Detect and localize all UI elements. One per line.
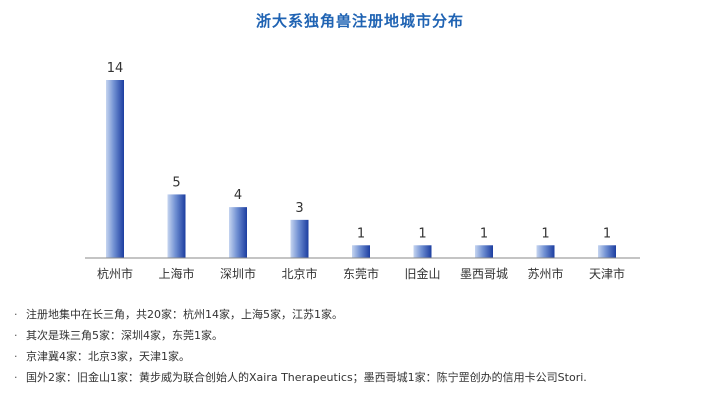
bar-0 bbox=[106, 80, 124, 258]
note-item: · 其次是珠三角5家：深圳4家，东莞1家。 bbox=[14, 325, 714, 346]
data-label-6: 1 bbox=[480, 226, 488, 241]
bar-8 bbox=[598, 245, 616, 258]
bullet-dot: · bbox=[14, 371, 18, 384]
note-text: 注册地集中在长三角，共20家：杭州14家，上海5家，江苏1家。 bbox=[26, 308, 343, 321]
note-item: · 京津冀4家：北京3家，天津1家。 bbox=[14, 346, 714, 367]
data-label-4: 1 bbox=[357, 226, 365, 241]
data-label-2: 4 bbox=[234, 188, 242, 203]
bar-4 bbox=[352, 245, 370, 258]
data-label-1: 5 bbox=[172, 175, 180, 190]
x-tick-label-3: 北京市 bbox=[281, 266, 317, 281]
x-tick-label-4: 东莞市 bbox=[343, 266, 379, 281]
x-tick-label-6: 墨西哥城 bbox=[460, 267, 508, 281]
bullet-dot: · bbox=[14, 308, 18, 321]
note-text: 国外2家：旧金山1家：黄步威为联合创始人的Xaira Therapeutics；… bbox=[26, 371, 587, 384]
bullet-dot: · bbox=[14, 350, 18, 363]
x-tick-label-0: 杭州市 bbox=[97, 266, 133, 281]
bar-7 bbox=[536, 245, 555, 258]
data-label-7: 1 bbox=[541, 226, 549, 241]
note-text: 其次是珠三角5家：深圳4家，东莞1家。 bbox=[26, 329, 223, 342]
data-label-3: 3 bbox=[295, 201, 303, 216]
x-tick-label-1: 上海市 bbox=[158, 266, 194, 281]
data-label-5: 1 bbox=[418, 226, 426, 241]
bars-group: 14 5 4 3 1 1 1 1 1 bbox=[106, 61, 616, 258]
note-item: · 注册地集中在长三角，共20家：杭州14家，上海5家，江苏1家。 bbox=[14, 304, 714, 325]
x-tick-label-2: 深圳市 bbox=[220, 266, 256, 281]
chart-title: 浙大系独角兽注册地城市分布 bbox=[255, 12, 464, 30]
x-tick-label-8: 天津市 bbox=[589, 266, 625, 281]
data-label-0: 14 bbox=[107, 61, 124, 76]
bar-chart: 14 5 4 3 1 1 1 1 1 杭州市 上海市 深圳市 北京市 东莞市 旧金山 墨西哥城 苏州市 天津市 bbox=[85, 61, 640, 281]
bar-6 bbox=[475, 245, 493, 258]
bullet-dot: · bbox=[14, 329, 18, 342]
bar-3 bbox=[290, 219, 309, 258]
bar-2 bbox=[229, 207, 247, 258]
bar-5 bbox=[413, 245, 432, 258]
x-tick-label-5: 旧金山 bbox=[404, 266, 440, 281]
note-text: 京津冀4家：北京3家，天津1家。 bbox=[26, 350, 190, 363]
data-label-8: 1 bbox=[603, 226, 611, 241]
notes-list: · 注册地集中在长三角，共20家：杭州14家，上海5家，江苏1家。 · 其次是珠三角… bbox=[14, 304, 714, 388]
x-tick-label-7: 苏州市 bbox=[527, 266, 563, 281]
note-item: · 国外2家：旧金山1家：黄步威为联合创始人的Xaira Therapeutics… bbox=[14, 367, 714, 388]
x-tick-group: 杭州市 上海市 深圳市 北京市 东莞市 旧金山 墨西哥城 苏州市 天津市 bbox=[97, 266, 625, 281]
bar-1 bbox=[167, 194, 186, 258]
